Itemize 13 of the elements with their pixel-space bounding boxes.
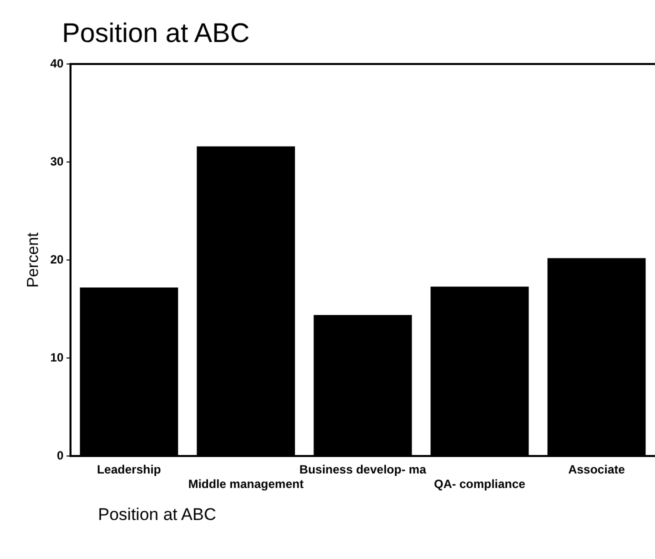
y-tick-label: 0: [56, 448, 64, 463]
x-tick-label: QA- compliance: [434, 477, 526, 492]
text: Position at ABC: [98, 505, 216, 525]
y-tick-label: 10: [50, 350, 64, 364]
x-tick-label: Business develop- ma: [299, 462, 426, 477]
chart-title: Position at ABC: [62, 18, 250, 49]
y-tick-label: 40: [50, 56, 64, 70]
y-axis-title: Percent: [25, 232, 42, 288]
x-tick-label: Middle management: [188, 477, 304, 492]
y-tick-label: 20: [50, 252, 64, 266]
x-tick-label: Associate: [568, 462, 626, 477]
x-tick-label: Leadership: [96, 462, 162, 477]
y-tick-label: 30: [50, 154, 64, 168]
